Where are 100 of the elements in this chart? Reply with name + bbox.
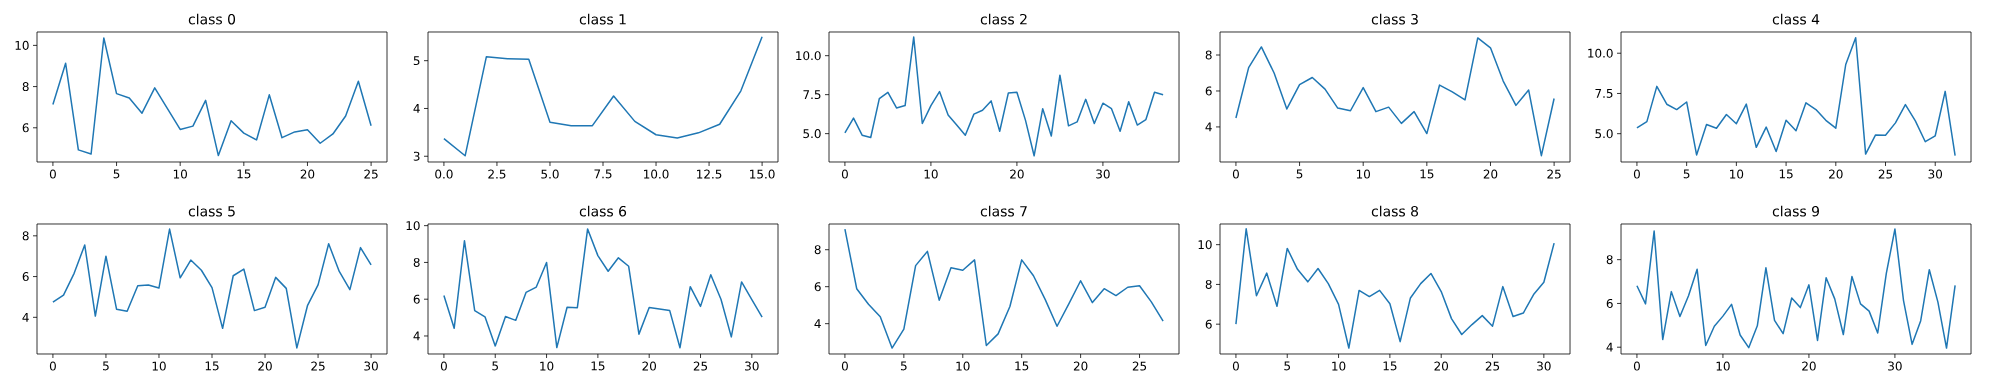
y-tick-label: 10 (406, 221, 420, 231)
x-tick-label: 25 (1132, 361, 1147, 371)
y-tick-label: 3 (413, 151, 420, 161)
x-tick-label: 10 (1332, 361, 1346, 371)
y-tick-label: 4 (1205, 122, 1212, 132)
x-tick-label: 10 (152, 361, 166, 371)
chart-title: class 1 (579, 13, 626, 25)
x-tick-label: 5 (1284, 361, 1290, 371)
x-tick-label: 5 (900, 361, 907, 371)
y-tick-label: 8 (814, 245, 821, 255)
line-series (443, 228, 763, 349)
x-tick-label: 20 (300, 169, 315, 179)
x-tick-label: 15 (205, 361, 219, 371)
x-tick-label: 10 (540, 361, 554, 371)
line-series (844, 36, 1164, 157)
chart-title: class 8 (1371, 205, 1419, 217)
y-tick-label: 6 (22, 272, 29, 282)
line-series (1636, 228, 1956, 349)
y-tick-label: 6 (1205, 86, 1212, 96)
y-tick-label: 10 (15, 40, 29, 50)
x-tick-label: 15 (1383, 361, 1397, 371)
x-tick-label: 0 (1633, 169, 1640, 179)
x-tick-label: 25 (1485, 361, 1500, 371)
chart-title: class 0 (188, 13, 236, 25)
x-tick-label: 25 (311, 361, 325, 371)
x-tick-label: 7.5 (594, 169, 612, 179)
y-tick-label: 10.0 (1588, 48, 1613, 58)
x-tick-label: 15 (1779, 169, 1793, 179)
line-series (1235, 37, 1555, 157)
x-tick-label: 10 (924, 169, 938, 179)
line-series (52, 228, 372, 349)
x-tick-label: 25 (1878, 169, 1893, 179)
y-tick-label: 5 (413, 56, 420, 66)
x-tick-label: 0 (49, 169, 56, 179)
x-tick-label: 0.0 (435, 169, 453, 179)
x-tick-label: 15 (591, 361, 605, 371)
x-tick-label: 10 (956, 361, 970, 371)
y-tick-label: 10 (1198, 240, 1212, 250)
x-tick-label: 10 (1356, 169, 1371, 179)
y-tick-label: 6 (413, 294, 420, 304)
y-tick-label: 8 (22, 231, 29, 241)
x-tick-label: 0 (1232, 361, 1239, 371)
x-tick-label: 20 (1434, 361, 1449, 371)
chart-title: class 3 (1371, 13, 1418, 25)
chart-title: class 6 (579, 205, 627, 217)
x-tick-label: 20 (258, 361, 272, 371)
x-tick-label: 2.5 (488, 169, 506, 179)
chart-title: class 5 (188, 205, 235, 217)
line-series (1636, 37, 1956, 157)
chart-title: class 9 (1772, 205, 1819, 217)
x-tick-label: 5 (492, 361, 498, 371)
x-tick-label: 0 (440, 361, 447, 371)
line-series (1235, 228, 1555, 349)
line-series (443, 36, 763, 157)
y-tick-label: 6 (1606, 298, 1613, 308)
x-tick-label: 15 (237, 169, 251, 179)
x-tick-label: 0 (841, 169, 848, 179)
x-tick-label: 5.0 (541, 169, 559, 179)
y-tick-label: 7.5 (803, 90, 821, 100)
y-tick-label: 8 (1205, 50, 1212, 60)
y-tick-label: 7.5 (1595, 89, 1613, 98)
y-tick-label: 4 (1606, 342, 1613, 352)
x-tick-label: 30 (745, 361, 759, 371)
x-tick-label: 15.0 (750, 169, 775, 179)
x-tick-label: 5 (1296, 169, 1303, 179)
y-tick-label: 5.0 (1595, 129, 1613, 139)
x-tick-label: 10.0 (644, 169, 669, 179)
x-tick-label: 10 (1716, 361, 1730, 371)
y-tick-label: 10.0 (796, 51, 821, 61)
x-tick-label: 0 (1232, 169, 1239, 179)
line-series (844, 228, 1164, 349)
y-tick-label: 4 (22, 312, 29, 322)
x-tick-label: 25 (1547, 169, 1561, 179)
x-tick-label: 30 (364, 361, 378, 371)
x-tick-label: 10 (1730, 169, 1744, 179)
x-tick-label: 20 (1483, 169, 1498, 179)
chart-title: class 2 (980, 13, 1027, 25)
x-tick-label: 25 (693, 361, 708, 371)
x-tick-label: 0 (49, 361, 56, 371)
chart-title: class 7 (980, 205, 1027, 217)
x-tick-label: 30 (1888, 361, 1902, 371)
y-tick-label: 8 (1606, 255, 1613, 265)
x-tick-label: 12.5 (697, 169, 722, 179)
x-tick-label: 15 (1015, 361, 1029, 371)
y-tick-label: 8 (1205, 279, 1212, 289)
x-tick-label: 30 (1096, 169, 1110, 179)
x-tick-label: 5 (1683, 169, 1690, 179)
x-tick-label: 10 (173, 169, 187, 179)
y-tick-label: 4 (413, 104, 420, 113)
x-tick-label: 15 (1420, 169, 1434, 179)
x-tick-label: 30 (1537, 361, 1551, 371)
x-tick-label: 0 (841, 361, 848, 371)
x-tick-label: 20 (642, 361, 657, 371)
y-tick-label: 6 (1205, 319, 1212, 329)
line-series (52, 37, 372, 157)
x-tick-label: 20 (1802, 361, 1816, 371)
chart-title: class 4 (1772, 13, 1820, 25)
x-tick-label: 25 (364, 169, 378, 179)
y-tick-label: 8 (413, 257, 420, 267)
x-tick-label: 5 (113, 169, 120, 179)
